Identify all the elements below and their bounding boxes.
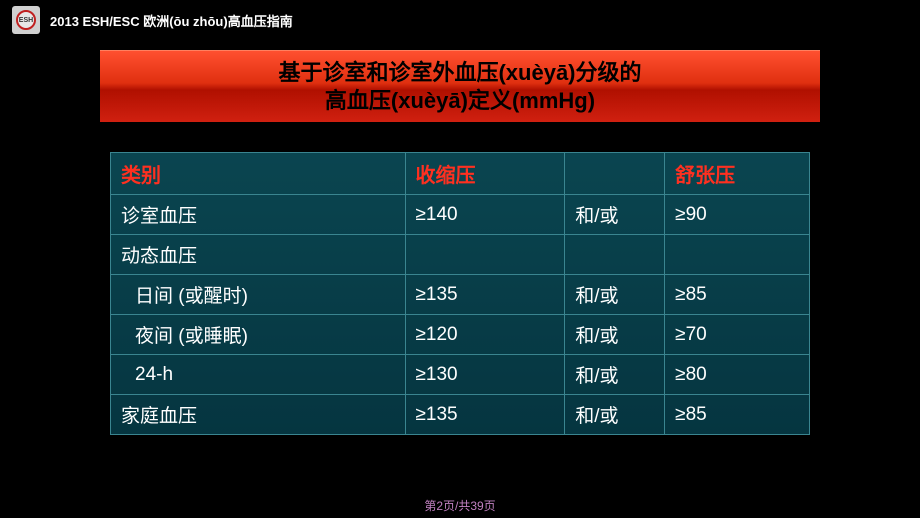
cell-dbp: ≥90 xyxy=(665,195,810,235)
cell-category: 24-h xyxy=(111,355,406,395)
table-row: 日间 (或醒时)≥135和/或≥85 xyxy=(111,275,810,315)
cell-category: 诊室血压 xyxy=(111,195,406,235)
cell-category: 日间 (或醒时) xyxy=(111,275,406,315)
cell-sbp: ≥140 xyxy=(405,195,565,235)
cell-dbp: ≥70 xyxy=(665,315,810,355)
header-caption: 2013 ESH/ESC 欧洲(ōu zhōu)高血压指南 xyxy=(50,11,293,30)
top-bar: ESH 2013 ESH/ESC 欧洲(ōu zhōu)高血压指南 xyxy=(0,0,920,40)
table-row: 夜间 (或睡眠)≥120和/或≥70 xyxy=(111,315,810,355)
cell-category: 家庭血压 xyxy=(111,395,406,435)
table-body: 诊室血压≥140和/或≥90动态血压日间 (或醒时)≥135和/或≥85夜间 (… xyxy=(111,195,810,435)
cell-sbp xyxy=(405,235,565,275)
th-category: 类别 xyxy=(111,153,406,195)
th-sbp: 收缩压 xyxy=(405,153,565,195)
cell-separator: 和/或 xyxy=(565,275,665,315)
table-header-row: 类别 收缩压 舒张压 xyxy=(111,153,810,195)
table-row: 家庭血压≥135和/或≥85 xyxy=(111,395,810,435)
cell-category: 夜间 (或睡眠) xyxy=(111,315,406,355)
cell-dbp: ≥80 xyxy=(665,355,810,395)
title-line-2: 高血压(xuèyā)定义(mmHg) xyxy=(120,87,800,115)
cell-sbp: ≥135 xyxy=(405,395,565,435)
table-row: 动态血压 xyxy=(111,235,810,275)
cell-dbp xyxy=(665,235,810,275)
cell-sbp: ≥120 xyxy=(405,315,565,355)
table-row: 诊室血压≥140和/或≥90 xyxy=(111,195,810,235)
cell-separator: 和/或 xyxy=(565,355,665,395)
cell-dbp: ≥85 xyxy=(665,395,810,435)
th-sep xyxy=(565,153,665,195)
cell-separator xyxy=(565,235,665,275)
cell-separator: 和/或 xyxy=(565,195,665,235)
cell-category: 动态血压 xyxy=(111,235,406,275)
cell-separator: 和/或 xyxy=(565,395,665,435)
cell-dbp: ≥85 xyxy=(665,275,810,315)
cell-sbp: ≥130 xyxy=(405,355,565,395)
esh-logo: ESH xyxy=(12,6,40,34)
title-banner: 基于诊室和诊室外血压(xuèyā)分级的 高血压(xuèyā)定义(mmHg) xyxy=(100,50,820,122)
bp-definition-table: 类别 收缩压 舒张压 诊室血压≥140和/或≥90动态血压日间 (或醒时)≥13… xyxy=(110,152,810,435)
esh-logo-text: ESH xyxy=(16,10,36,30)
bp-table-wrap: 类别 收缩压 舒张压 诊室血压≥140和/或≥90动态血压日间 (或醒时)≥13… xyxy=(110,152,810,435)
cell-separator: 和/或 xyxy=(565,315,665,355)
page-footer: 第2页/共39页 xyxy=(0,497,920,514)
cell-sbp: ≥135 xyxy=(405,275,565,315)
table-row: 24-h≥130和/或≥80 xyxy=(111,355,810,395)
th-dbp: 舒张压 xyxy=(665,153,810,195)
title-line-1: 基于诊室和诊室外血压(xuèyā)分级的 xyxy=(120,59,800,87)
